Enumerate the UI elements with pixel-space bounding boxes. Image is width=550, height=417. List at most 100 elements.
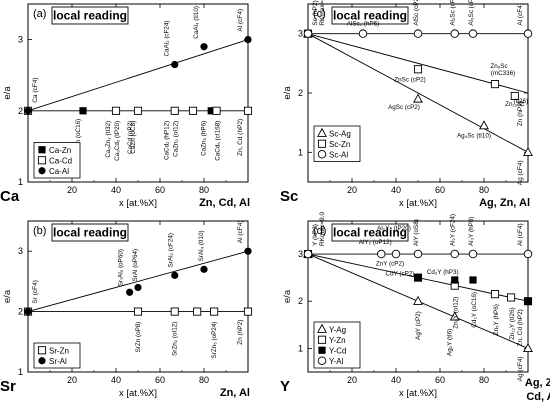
phase-annotation: AgY (cP2)	[415, 311, 422, 340]
y-axis-label: e/a	[282, 86, 293, 100]
data-point	[523, 29, 533, 38]
data-point	[468, 29, 478, 38]
data-point	[490, 80, 500, 89]
legend-entry: Sr-Al	[49, 357, 67, 366]
y-tick-label: 3	[18, 35, 23, 45]
x-tick-label: 60	[155, 375, 165, 385]
phase-annotation: Zn₅Y (hP6)	[493, 304, 500, 335]
phase-annotation: Al₃Sc (cP4)	[468, 0, 475, 26]
phase-annotation: ZnY (cP2)	[376, 261, 404, 268]
phase-annotation: CaCd (oP2)	[127, 121, 134, 154]
left-element-label: Sc (hP2)	[312, 0, 319, 25]
data-point	[210, 307, 219, 316]
trend-line	[27, 250, 249, 313]
data-point	[303, 29, 313, 38]
y-tick-label: 3	[298, 29, 303, 39]
y-axis-label: e/a	[2, 86, 13, 100]
phase-annotation: CaCd₆ (cI168)	[215, 121, 222, 161]
y-tick-label: 2	[298, 88, 303, 98]
local-reading-badge	[51, 6, 129, 25]
data-point	[38, 146, 46, 154]
data-point	[38, 357, 46, 365]
trend-line	[307, 33, 529, 153]
y-axis-label: e/a	[2, 289, 13, 303]
left-element-label: RKmax=9.0	[319, 212, 326, 247]
x-tick-label: 20	[67, 375, 77, 385]
data-point	[111, 106, 121, 115]
data-point	[318, 346, 326, 354]
data-point	[170, 307, 179, 316]
legend-entry: Ca-Zn	[49, 146, 71, 155]
phase-annotation: SrZn₅ (oP24)	[211, 322, 218, 359]
y-tick-label: 1	[18, 177, 23, 187]
x-tick-label: 20	[67, 185, 77, 195]
phase-annotation: CaAl₂ (cF24)	[164, 20, 171, 56]
x-end-element-label: Zn, Al	[220, 387, 250, 399]
local-reading-text: local reading	[333, 226, 407, 240]
data-point	[193, 307, 202, 316]
legend-entry: Y-Zn	[329, 336, 346, 345]
data-point	[188, 106, 198, 115]
phase-annotation: SrAl₂ (cF24)	[168, 233, 175, 267]
x-axis-label: x [at.%X]	[119, 198, 157, 209]
x-tick-label: 80	[199, 375, 209, 385]
data-point	[317, 127, 327, 137]
phase-annotation: SrZn₂ (oI12)	[172, 322, 179, 356]
data-point	[79, 107, 87, 115]
data-point	[171, 60, 179, 69]
phase-annotation: Sr₇Al₆ (oP60)	[118, 249, 125, 286]
phase-annotation: Ca₃Zn (oC16)	[75, 119, 82, 158]
phase-annotation: AlSc₂ (hP6)	[347, 21, 380, 28]
x-end-element-label: Cd, Al	[526, 391, 550, 403]
right-element-label: Zn (hP2)	[517, 101, 524, 126]
data-point	[303, 249, 313, 259]
data-point	[126, 288, 134, 296]
local-reading-text: local reading	[53, 9, 127, 23]
phase-annotation: CaAl₄ (tI10)	[193, 6, 200, 39]
phase-annotation: Al₃Y (hP8)	[468, 217, 475, 246]
y-tick-label: 3	[298, 249, 303, 259]
legend-entry: Ca-Cd	[49, 156, 72, 165]
x-end-element-label: Ag, Zn	[525, 377, 550, 389]
phase-annotation: CaCd₂ (hP12)	[164, 121, 171, 160]
data-point	[133, 307, 143, 316]
phase-annotation: AlSc (cP2)	[413, 0, 420, 26]
phase-annotation: Ca₃Cd₂ (tP20)	[114, 121, 121, 161]
phase-annotation: AgSc (cP2)	[388, 104, 420, 111]
data-point	[510, 91, 519, 101]
panel-label: (b)	[33, 225, 46, 237]
data-point	[413, 295, 423, 305]
x-axis-label: x [at.%X]	[399, 388, 437, 399]
phase-annotation: CaZn₅ (hP6)	[200, 121, 207, 156]
phase-annotation: ZnSc (cP2)	[394, 76, 426, 83]
phase-annotation: SrAl (oP64)	[132, 249, 139, 282]
phase-annotation: (tI26)	[513, 98, 528, 105]
phase-annotation: AlY (oS8)	[413, 219, 420, 246]
data-point	[450, 29, 459, 38]
right-element-label: Al (cF4)	[237, 9, 244, 32]
legend-entry: Y-Cd	[329, 346, 347, 355]
data-point	[133, 106, 143, 115]
legend-entry: Sc-Al	[329, 150, 348, 159]
local-reading-badge	[331, 6, 409, 25]
data-point	[451, 276, 459, 284]
left-element-label: RKmax=8.0	[319, 0, 326, 26]
data-point	[523, 146, 533, 156]
data-point	[469, 276, 477, 284]
data-point	[317, 335, 327, 344]
x-axis-label: x [at.%X]	[399, 198, 437, 209]
local-reading-badge	[331, 223, 409, 242]
phase-annotation: Zn₁₂Sc	[505, 101, 524, 108]
x-start-element-label: Sr	[0, 378, 16, 395]
phase-annotation: Zn₁₂Y (tI26)	[509, 307, 516, 339]
phase-annotation: Ag₄Sc (tI10)	[457, 133, 491, 140]
phase-annotation: Al₂Y (cF24)	[450, 214, 457, 246]
phase-annotation: Al₂Sc (cF24)	[450, 0, 457, 26]
phase-annotation: Zn₂Y (oI12)	[453, 297, 460, 329]
data-point	[37, 156, 47, 165]
right-element-label: Zn (hP2)	[237, 320, 244, 345]
data-point	[244, 36, 252, 44]
data-point	[212, 106, 221, 115]
x-tick-label: 40	[391, 375, 401, 385]
